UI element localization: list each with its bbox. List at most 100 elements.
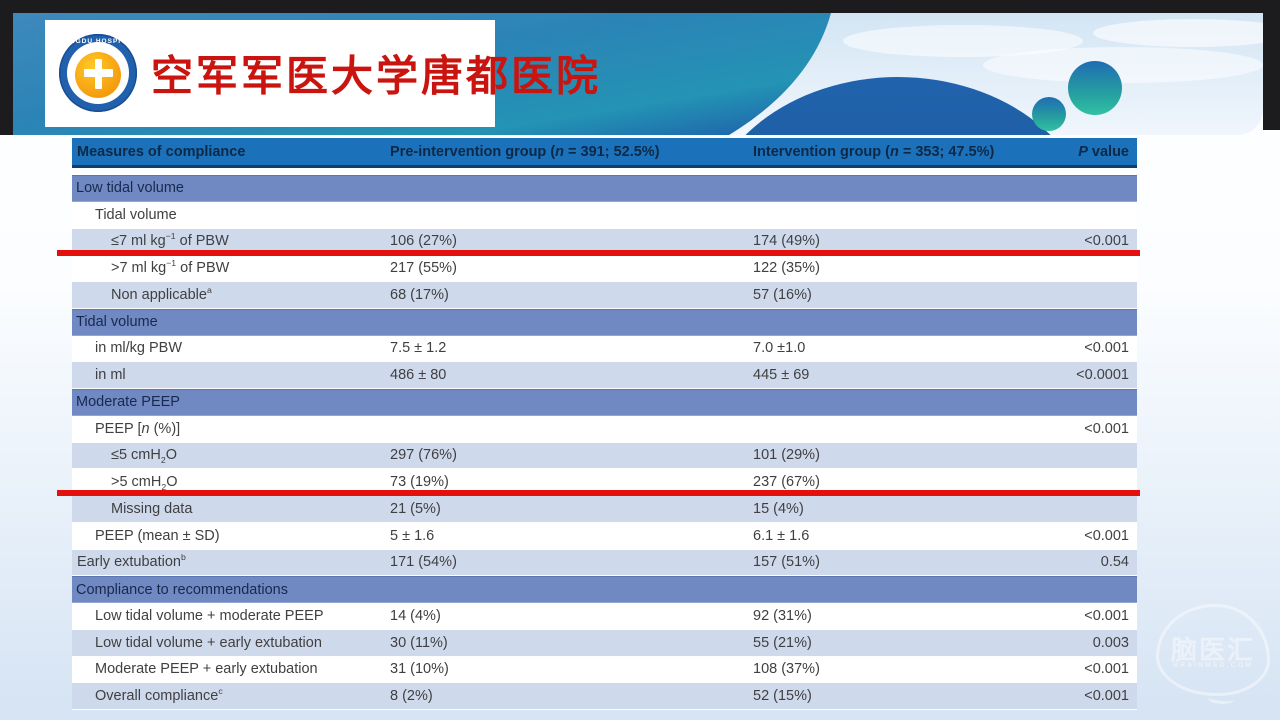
table-row: Low tidal volume + early extubation 30 (1… [72,629,1137,657]
pre-intervention-value: 31 (10%) [390,661,449,678]
row-label: ≤7 ml kg−1 of PBW [111,231,229,250]
emblem-ring-text: TANGDU HOSPITAL [59,38,137,45]
intervention-value: 174 (49%) [753,233,820,250]
section-row: Low tidal volume [72,175,1137,202]
table-row: Non applicablea 68 (17%) 57 (16%) [72,282,1137,309]
p-value: <0.001 [1084,661,1129,678]
table-row: Overall compliancec 8 (2%) 52 (15%) <0.001 [72,683,1137,710]
p-value: 0.54 [1100,554,1129,571]
blue-dome-shape [745,77,1051,135]
pre-intervention-value: 7.5 ± 1.2 [390,340,447,357]
p-value: 0.003 [1092,634,1129,651]
teal-circle-small [1032,97,1066,131]
p-value: <0.001 [1084,688,1129,705]
cloud [1093,19,1263,47]
teal-circle-large [1068,61,1122,115]
column-header: Measures of compliance [77,143,246,160]
section-row: Tidal volume [72,308,1137,336]
section-label: Tidal volume [76,314,158,331]
medical-cross-icon [84,69,113,77]
row-label: in ml/kg PBW [95,340,183,357]
table-rows: Low tidal volume Tidal volume ≤7 ml kg−1 o… [57,175,1140,710]
pre-intervention-value: 14 (4%) [390,607,441,624]
row-label: Early extubationb [77,552,186,571]
p-value: <0.001 [1084,233,1129,250]
p-value: <0.001 [1084,420,1129,437]
table-row: Tidal volume [72,201,1137,229]
p-value: <0.001 [1084,527,1129,544]
row-label: Tidal volume [95,206,177,223]
section-row: Moderate PEEP [72,389,1137,416]
pre-intervention-value: 68 (17%) [390,286,449,303]
compliance-table: Measures of compliance Pre-intervention g… [57,138,1140,710]
pre-intervention-value: 73 (19%) [390,474,449,491]
table-row: Low tidal volume + moderate PEEP 14 (4%) 9… [72,603,1137,630]
red-highlight-underline [57,490,1140,496]
table-header-row: Measures of compliance Pre-intervention g… [72,138,1137,168]
row-label: Non applicablea [111,285,212,303]
cloud [843,25,1083,57]
row-label: Low tidal volume + early extubation [95,634,322,651]
section-label: Compliance to recommendations [76,581,288,598]
section-label: Moderate PEEP [76,394,180,411]
p-value: <0.001 [1084,340,1129,357]
intervention-value: 15 (4%) [753,500,804,517]
intervention-value: 101 (29%) [753,447,820,464]
row-label: >5 cmH2O [111,474,178,493]
table-row: in ml/kg PBW 7.5 ± 1.2 7.0 ±1.0 <0.001 [72,335,1137,363]
pre-intervention-value: 171 (54%) [390,554,457,571]
watermark-text: 脑医汇 [1170,635,1255,665]
column-header: Pre-intervention group (n = 391; 52.5%) [390,143,660,160]
row-label: >7 ml kg−1 of PBW [111,258,230,277]
pre-intervention-value: 8 (2%) [390,688,433,705]
table-row: >7 ml kg−1 of PBW 217 (55%) 122 (35%) [72,255,1137,282]
brand-watermark: 脑医汇 BRAINMED.COM [1156,598,1274,706]
pre-intervention-value: 106 (27%) [390,233,457,250]
intervention-value: 52 (15%) [753,688,812,705]
red-highlight-underline [57,250,1140,256]
section-row: Compliance to recommendations [72,576,1137,603]
hospital-emblem-icon: TANGDU HOSPITAL ★★★★ [59,34,137,112]
brain-outline-icon [1156,604,1270,696]
row-label: Overall compliancec [95,686,223,705]
row-label: PEEP (mean ± SD) [95,527,220,544]
table-row: Moderate PEEP + early extubation 31 (10%)… [72,656,1137,684]
pre-intervention-value: 217 (55%) [390,260,457,277]
pre-intervention-value: 297 (76%) [390,447,457,464]
p-value: <0.001 [1084,607,1129,624]
row-label: PEEP [n (%)] [95,420,181,437]
row-label: Moderate PEEP + early extubation [95,661,318,678]
intervention-value: 108 (37%) [753,661,820,678]
hospital-logo-plate: TANGDU HOSPITAL ★★★★ 空军军医大学唐都医院 [45,20,598,127]
intervention-value: 445 ± 69 [753,367,810,384]
intervention-value: 57 (16%) [753,286,812,303]
watermark-subtext: BRAINMED.COM [1173,662,1253,669]
pre-intervention-value: 486 ± 80 [390,367,447,384]
intervention-value: 6.1 ± 1.6 [753,527,810,544]
column-header: P value [1078,143,1129,160]
cloud [983,47,1263,83]
frame-left [0,0,13,135]
table-row: Missing data 21 (5%) 15 (4%) [72,496,1137,523]
table-row: Early extubationb 171 (54%) 157 (51%) 0.54 [72,549,1137,577]
pre-intervention-value: 21 (5%) [390,500,441,517]
table-row: ≤5 cmH2O 297 (76%) 101 (29%) [72,442,1137,470]
intervention-value: 55 (21%) [753,634,812,651]
row-label: ≤5 cmH2O [111,447,177,466]
intervention-value: 237 (67%) [753,474,820,491]
intervention-value: 92 (31%) [753,607,812,624]
row-label: Low tidal volume + moderate PEEP [95,607,324,624]
frame-right [1263,0,1280,130]
row-label: in ml [95,367,126,384]
hospital-name-calligraphy: 空军军医大学唐都医院 [151,51,602,99]
row-label: Missing data [111,500,193,517]
intervention-value: 157 (51%) [753,554,820,571]
column-header: Intervention group (n = 353; 47.5%) [753,143,995,160]
table-row: PEEP (mean ± SD) 5 ± 1.6 6.1 ± 1.6 <0.001 [72,522,1137,550]
intervention-value: 122 (35%) [753,260,820,277]
pre-intervention-value: 5 ± 1.6 [390,527,435,544]
frame-top [0,0,1280,13]
intervention-value: 7.0 ±1.0 [753,340,806,357]
table-row: PEEP [n (%)] <0.001 [72,415,1137,443]
